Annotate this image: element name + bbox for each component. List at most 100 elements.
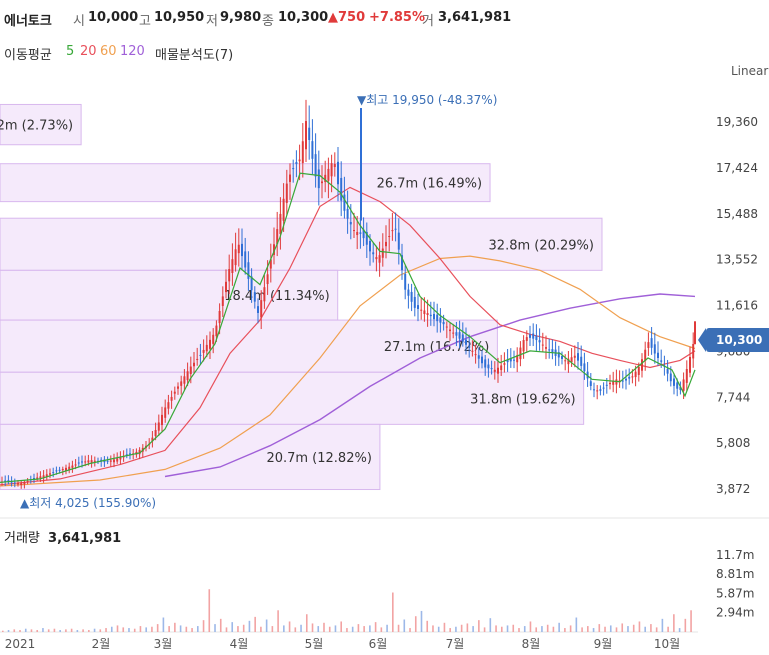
volume-bar	[644, 626, 646, 632]
scale-mode[interactable]: Linear	[731, 64, 769, 78]
x-axis-label: 10월	[654, 637, 680, 651]
candle-body	[58, 469, 61, 471]
volume-bar	[392, 592, 394, 632]
volume-bar	[145, 627, 147, 632]
candle-body	[17, 483, 19, 485]
ma5-label[interactable]: 5	[66, 44, 75, 59]
high-label: 고	[139, 14, 151, 29]
candle-body	[282, 198, 285, 221]
x-axis-label: 8월	[522, 637, 541, 651]
volume-bar	[36, 630, 39, 632]
candle-body	[378, 255, 381, 263]
volume-bar	[598, 624, 601, 632]
volume-bar	[615, 627, 618, 632]
volume-bar	[403, 619, 406, 632]
candle-body	[177, 386, 179, 389]
candle-body	[353, 230, 355, 232]
ma120-label[interactable]: 120	[120, 44, 145, 59]
volume-bar	[197, 626, 199, 632]
volume-profile-toggle[interactable]: 매물분석도(7)	[155, 48, 234, 63]
volume-bar	[661, 618, 664, 632]
candle-body	[660, 360, 663, 362]
candle-body	[52, 472, 55, 474]
x-axis-label: 2월	[92, 637, 111, 651]
candle-body	[314, 154, 317, 177]
candle-body	[45, 474, 48, 477]
candle-body	[548, 349, 551, 351]
ma-title[interactable]: 이동평균	[4, 48, 52, 63]
volume-bar	[460, 624, 463, 632]
volume-bar	[317, 626, 320, 632]
candle-body	[641, 359, 643, 371]
candle-body	[65, 467, 67, 471]
volume-profile-label: 32.8m (20.29%)	[489, 238, 594, 253]
change-value: ▲750	[328, 10, 366, 25]
volume-bar	[363, 626, 365, 632]
volume-bar	[564, 628, 566, 632]
candle-body	[173, 391, 176, 394]
high-annotation: ▼최고 19,950 (-48.37%)	[357, 93, 497, 107]
volume-bar	[483, 627, 486, 632]
candle-body	[215, 325, 218, 337]
volume-bar	[283, 625, 285, 632]
close-value: 10,300	[278, 10, 329, 25]
candle-body	[183, 376, 186, 384]
volume-bar	[541, 626, 543, 632]
price-axis-tick: 3,872	[716, 482, 750, 496]
volume-bar	[518, 628, 520, 632]
close-label: 종	[262, 14, 274, 29]
candle-body	[593, 389, 595, 391]
candle-body	[449, 329, 451, 332]
volume-bar	[552, 626, 555, 632]
candle-body	[481, 356, 483, 364]
candle-body	[93, 460, 96, 462]
candle-body	[218, 310, 221, 324]
candle-body	[55, 470, 58, 472]
x-axis-label: 6월	[369, 637, 388, 651]
candle-body	[202, 349, 205, 353]
volume-bar	[690, 610, 692, 632]
candle-body	[407, 289, 410, 296]
ma60-label[interactable]: 60	[100, 44, 117, 59]
volume-bar	[260, 626, 262, 632]
candle-body	[369, 241, 371, 252]
candle-body	[692, 343, 695, 359]
volume-profile-bar	[0, 371, 585, 425]
high-value: 10,950	[154, 10, 205, 25]
candle-body	[33, 478, 35, 480]
volume-bar	[300, 624, 302, 632]
price-axis-tick: 19,360	[716, 115, 758, 129]
candle-body	[289, 174, 291, 182]
candle-body	[247, 262, 250, 279]
low-annotation: ▲최저 4,025 (155.90%)	[20, 496, 156, 510]
candle-body	[404, 273, 407, 290]
price-axis-tick: 15,488	[716, 207, 758, 221]
ma20-label[interactable]: 20	[80, 44, 97, 59]
volume-bar	[495, 625, 497, 632]
candle-body	[81, 461, 83, 463]
candle-body	[359, 232, 362, 234]
volume-bar	[569, 625, 572, 632]
volume-profile-label: .42m (2.73%)	[0, 119, 73, 134]
candle-body	[388, 236, 391, 238]
candle-body	[647, 342, 650, 348]
volume-bar	[673, 614, 675, 632]
x-axis-label: 4월	[230, 637, 249, 651]
low-value: 9,980	[220, 10, 262, 25]
volume-bar	[334, 625, 337, 632]
volume-profile-label: 18.4m (11.34%)	[224, 289, 329, 304]
price-axis-tick: 11,616	[716, 299, 758, 313]
volume-bar	[581, 627, 583, 632]
x-axis-label: 7월	[446, 637, 465, 651]
volume-bar	[185, 626, 188, 632]
volume-bar	[42, 628, 44, 632]
candle-body	[650, 338, 653, 348]
candle-body	[519, 347, 522, 360]
candle-body	[199, 354, 202, 356]
quote-header: 에너토크 시 10,000 고 10,950 저 9,980 종 10,300 …	[0, 0, 769, 36]
candle-body	[535, 335, 538, 341]
price-axis-tick: 5,808	[716, 436, 750, 450]
volume-bar	[191, 628, 193, 632]
candle-body	[26, 480, 29, 482]
volume-axis-tick: 5.87m	[716, 586, 754, 600]
